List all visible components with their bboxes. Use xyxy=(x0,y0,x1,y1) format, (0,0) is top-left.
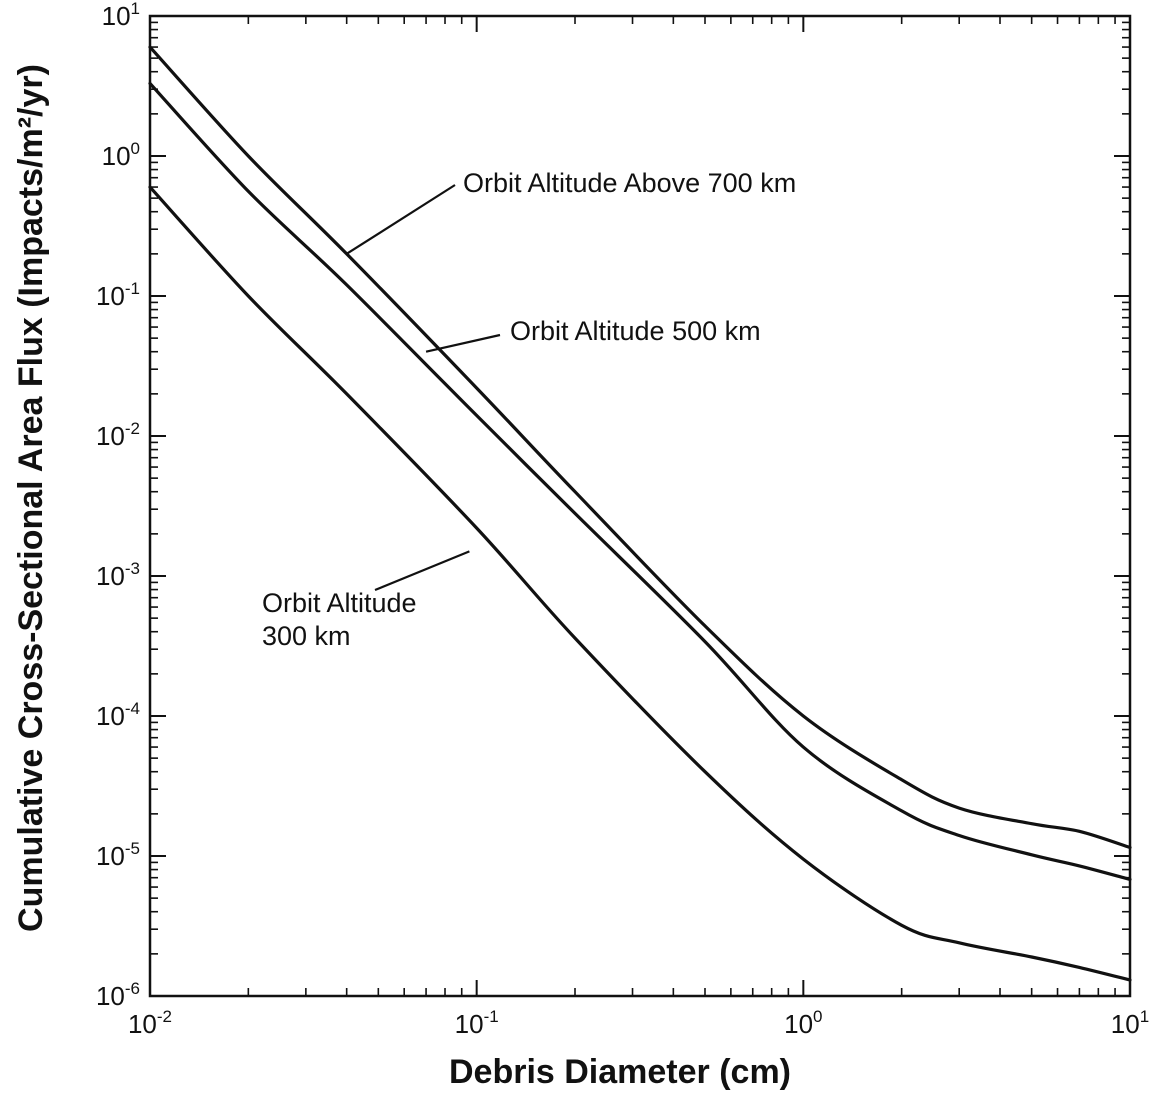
x-axis-title: Debris Diameter (cm) xyxy=(449,1053,791,1091)
x-tick-exponent: 0 xyxy=(813,1007,822,1026)
y-tick-exponent: 1 xyxy=(131,0,140,18)
annotation-text: Orbit Altitude 300 km xyxy=(262,588,417,651)
y-tick-label: 10-5 xyxy=(96,839,140,871)
x-tick-label: 101 xyxy=(1111,1007,1149,1039)
annotation-line: Orbit Altitude xyxy=(262,588,417,618)
series-line-1 xyxy=(148,45,1132,850)
y-tick-label: 10-6 xyxy=(96,979,140,1011)
y-tick-base: 10 xyxy=(96,421,125,451)
x-tick-base: 10 xyxy=(784,1009,813,1039)
annotation-1: Orbit Altitude Above 700 km xyxy=(346,168,796,255)
x-tick-label: 10-1 xyxy=(455,1007,499,1039)
y-tick-base: 10 xyxy=(102,141,131,171)
series-line-2 xyxy=(148,81,1132,881)
annotation-group: Orbit Altitude Above 700 km Orbit Altitud… xyxy=(262,168,796,651)
x-axis-ticks: 10-2 10-1 100 101 xyxy=(128,16,1149,1039)
y-tick-exponent: -3 xyxy=(125,559,140,578)
y-tick-label: 100 xyxy=(102,139,140,171)
y-tick-label: 101 xyxy=(102,0,140,31)
y-tick-exponent: -5 xyxy=(125,839,140,858)
y-tick-base: 10 xyxy=(96,561,125,591)
x-tick-base: 10 xyxy=(1111,1009,1140,1039)
y-tick-label: 10-1 xyxy=(96,279,140,311)
annotation-text: Orbit Altitude Above 700 km xyxy=(463,168,796,198)
x-tick-exponent: 1 xyxy=(1140,1007,1149,1026)
annotation-leader-line xyxy=(374,550,470,592)
y-tick-exponent: -1 xyxy=(125,279,140,298)
x-tick-exponent: -1 xyxy=(484,1007,499,1026)
x-tick-base: 10 xyxy=(128,1009,157,1039)
annotation-line: 300 km xyxy=(262,621,351,651)
y-tick-base: 10 xyxy=(96,981,125,1011)
annotation-line: Orbit Altitude Above 700 km xyxy=(463,168,796,198)
y-tick-base: 10 xyxy=(96,841,125,871)
annotation-line: Orbit Altitude 500 km xyxy=(510,316,761,346)
annotation-2: Orbit Altitude 500 km xyxy=(425,316,761,353)
series-group xyxy=(148,45,1132,982)
y-tick-base: 10 xyxy=(96,701,125,731)
annotation-leader-line xyxy=(346,184,456,255)
x-tick-exponent: -2 xyxy=(157,1007,172,1026)
plot-frame xyxy=(148,14,1132,998)
y-tick-label: 10-2 xyxy=(96,419,140,451)
y-tick-label: 10-3 xyxy=(96,559,140,591)
y-tick-base: 10 xyxy=(96,281,125,311)
annotation-text: Orbit Altitude 500 km xyxy=(510,316,761,346)
x-tick-base: 10 xyxy=(455,1009,484,1039)
y-tick-exponent: -4 xyxy=(125,699,140,718)
x-tick-label: 100 xyxy=(784,1007,822,1039)
y-tick-exponent: 0 xyxy=(131,139,140,158)
y-tick-exponent: -6 xyxy=(125,979,140,998)
annotation-leader-line xyxy=(425,333,501,353)
series-line-3 xyxy=(148,185,1132,982)
y-tick-exponent: -2 xyxy=(125,419,140,438)
annotation-3: Orbit Altitude 300 km xyxy=(262,550,470,651)
y-axis-title: Cumulative Cross-Sectional Area Flux (Im… xyxy=(12,64,50,932)
x-tick-label: 10-2 xyxy=(128,1007,172,1039)
y-tick-label: 10-4 xyxy=(96,699,140,731)
y-tick-base: 10 xyxy=(102,1,131,31)
